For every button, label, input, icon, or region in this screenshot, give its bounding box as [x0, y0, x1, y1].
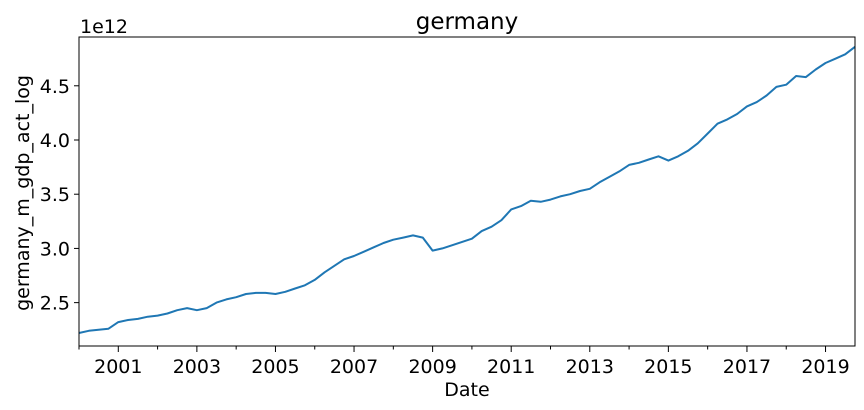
- x-tick-label: 2017: [723, 356, 771, 378]
- x-axis-ticks: 2001 2003 2005 2007 2009 2011 2013 2015 2017 2019: [78, 346, 850, 378]
- x-tick-label: 2009: [408, 356, 456, 378]
- y-axis-ticks: 2.5 3.0 3.5 4.0 4.5: [40, 76, 79, 315]
- y-axis-offset-label: 1e12: [80, 16, 128, 38]
- y-tick-label: 4.0: [40, 130, 70, 152]
- y-tick-label: 4.5: [40, 76, 70, 98]
- x-axis-label: Date: [444, 379, 489, 401]
- x-tick-label: 2003: [173, 356, 221, 378]
- y-axis-label: germany_m_gdp_act_log: [12, 75, 34, 311]
- plot-frame: [78, 36, 856, 347]
- x-tick-label: 2007: [330, 356, 378, 378]
- y-tick-label: 3.0: [40, 238, 70, 260]
- chart-title: germany: [416, 9, 519, 35]
- y-tick-label: 2.5: [40, 293, 70, 315]
- x-tick-label: 2013: [566, 356, 614, 378]
- x-tick-label: 2005: [251, 356, 299, 378]
- y-tick-label: 3.5: [40, 184, 70, 206]
- x-tick-label: 2019: [801, 356, 849, 378]
- x-tick-label: 2015: [644, 356, 692, 378]
- x-tick-label: 2011: [487, 356, 535, 378]
- x-tick-label: 2001: [94, 356, 142, 378]
- series-line: [78, 46, 856, 334]
